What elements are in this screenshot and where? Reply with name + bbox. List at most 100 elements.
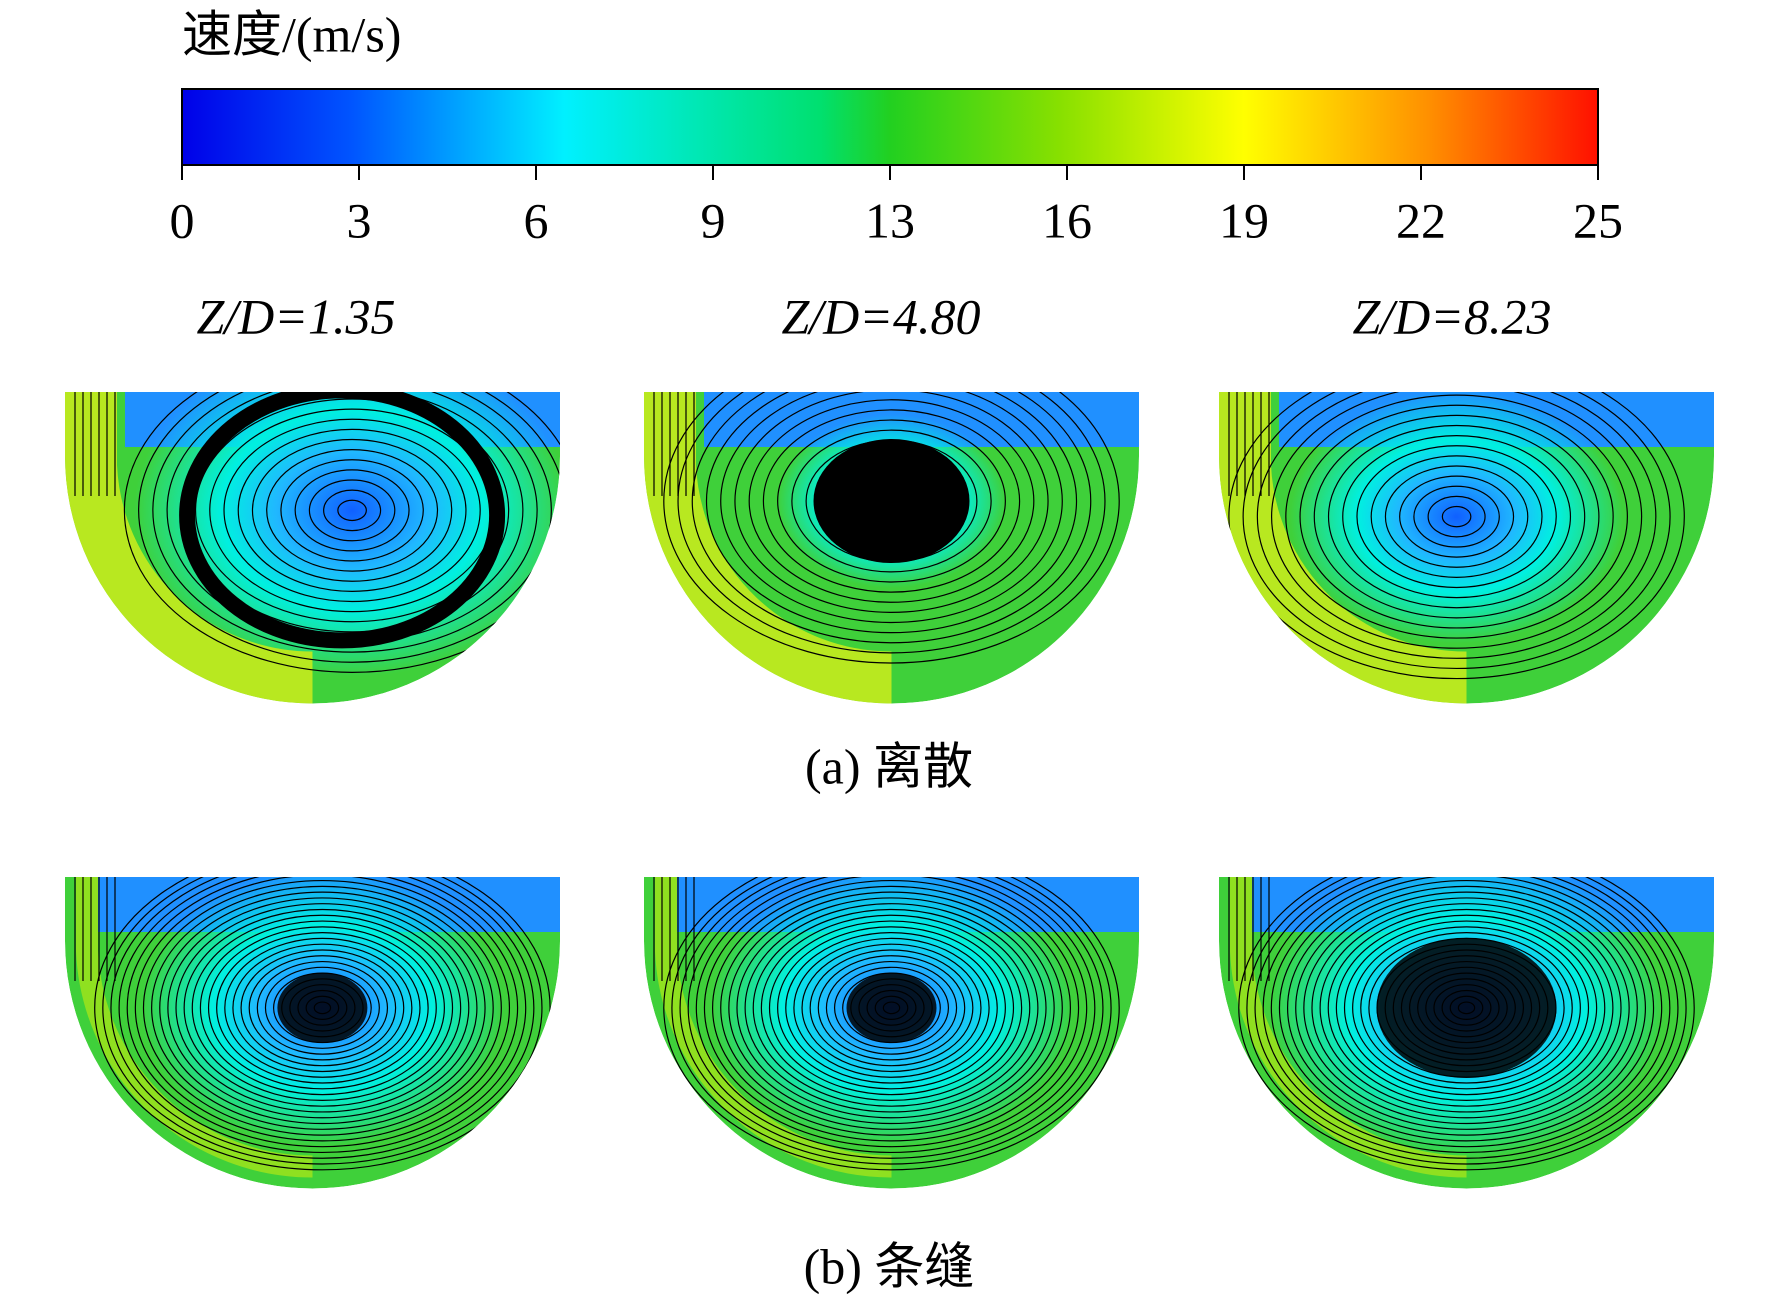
streamline [1256, 392, 1657, 659]
streamline [1299, 404, 1614, 629]
tick-label: 9 [701, 192, 726, 248]
streamline [748, 399, 1035, 603]
streamline [687, 877, 1096, 1154]
tick-label: 0 [170, 192, 195, 248]
streamline [777, 419, 1006, 583]
streamline [677, 392, 1106, 654]
inflow-band [65, 392, 313, 704]
streamline [679, 877, 1104, 1159]
streamline [762, 409, 1021, 593]
streamline [744, 903, 1039, 1113]
row-caption: (a) 离散 [805, 738, 973, 794]
streamline [728, 891, 1055, 1125]
row-caption: (b) 条缝 [804, 1238, 975, 1294]
streamline [695, 877, 1088, 1148]
tick-label: 6 [524, 192, 549, 248]
tick-label: 13 [865, 192, 915, 248]
streamline [264, 966, 380, 1049]
streamline [1370, 455, 1543, 578]
dense-core [1376, 937, 1557, 1078]
streamline [308, 479, 396, 542]
colorbar-title: 速度/(m/s) [182, 6, 401, 62]
streamline [123, 392, 560, 673]
streamline [1285, 394, 1628, 639]
column-label: Z/D=8.23 [1352, 288, 1551, 344]
streamline [1313, 414, 1600, 619]
streamline [809, 949, 974, 1067]
streamline [825, 960, 958, 1055]
streamline-ring [179, 392, 506, 649]
streamline [720, 392, 1063, 624]
streamline [1286, 879, 1647, 1136]
inflow-band [644, 392, 892, 704]
streamline [167, 897, 478, 1119]
streamline [159, 891, 486, 1125]
streamline [118, 877, 527, 1154]
streamline [248, 955, 397, 1061]
colorbar [181, 88, 1599, 166]
streamline [1228, 392, 1685, 680]
flow-panel [1219, 877, 1714, 1189]
dense-core [277, 972, 368, 1043]
streamline [1242, 392, 1671, 670]
streamline [251, 438, 453, 582]
streamline [1238, 877, 1695, 1171]
streamline [1254, 877, 1679, 1159]
tick-label: 16 [1042, 192, 1092, 248]
streamline [1327, 908, 1606, 1107]
streamline [801, 943, 982, 1073]
streamline [691, 392, 1092, 644]
streamline [1278, 877, 1655, 1142]
streamline [191, 914, 454, 1101]
tick-label: 25 [1573, 192, 1623, 248]
streamline [1343, 920, 1590, 1096]
tick-label: 22 [1396, 192, 1446, 248]
streamline [1360, 932, 1573, 1084]
tick-label: 19 [1219, 192, 1269, 248]
dense-core [813, 439, 970, 564]
streamline [777, 926, 1006, 1090]
streamline [1303, 891, 1630, 1125]
streamline [126, 877, 519, 1148]
dense-core [846, 972, 937, 1043]
streamline [663, 877, 1120, 1171]
streamline [1441, 505, 1472, 528]
streamline [175, 903, 470, 1113]
streamline [671, 877, 1112, 1165]
streamline [152, 392, 552, 653]
streamline [266, 449, 439, 572]
streamline [1413, 485, 1500, 548]
streamline [199, 920, 445, 1096]
streamline [1399, 475, 1515, 558]
streamline [833, 966, 950, 1049]
streamline [663, 392, 1120, 664]
streamline [1262, 877, 1671, 1154]
streamline [134, 877, 511, 1142]
inflow-band [1230, 877, 1467, 1178]
flow-panel [65, 877, 560, 1189]
tick-label: 3 [347, 192, 372, 248]
streamline [151, 885, 494, 1130]
streamline [791, 429, 992, 573]
column-label: Z/D=4.80 [781, 288, 980, 344]
streamline [1342, 435, 1572, 599]
streamline [1270, 877, 1663, 1148]
inflow-band [655, 877, 892, 1178]
streamline [256, 960, 389, 1055]
streamline [1319, 903, 1614, 1113]
streamline [1352, 926, 1581, 1090]
streamline [138, 392, 560, 663]
streamline [1327, 424, 1586, 609]
streamline [1427, 495, 1486, 538]
streamline [1384, 465, 1529, 568]
streamline [323, 489, 382, 532]
inflow-band [76, 877, 313, 1178]
streamline [94, 877, 551, 1171]
streamline [1295, 885, 1638, 1130]
streamline [1311, 897, 1622, 1119]
streamline [194, 398, 510, 623]
streamline [232, 943, 413, 1073]
streamline [785, 932, 998, 1084]
streamline [703, 877, 1080, 1142]
streamline [734, 392, 1049, 613]
